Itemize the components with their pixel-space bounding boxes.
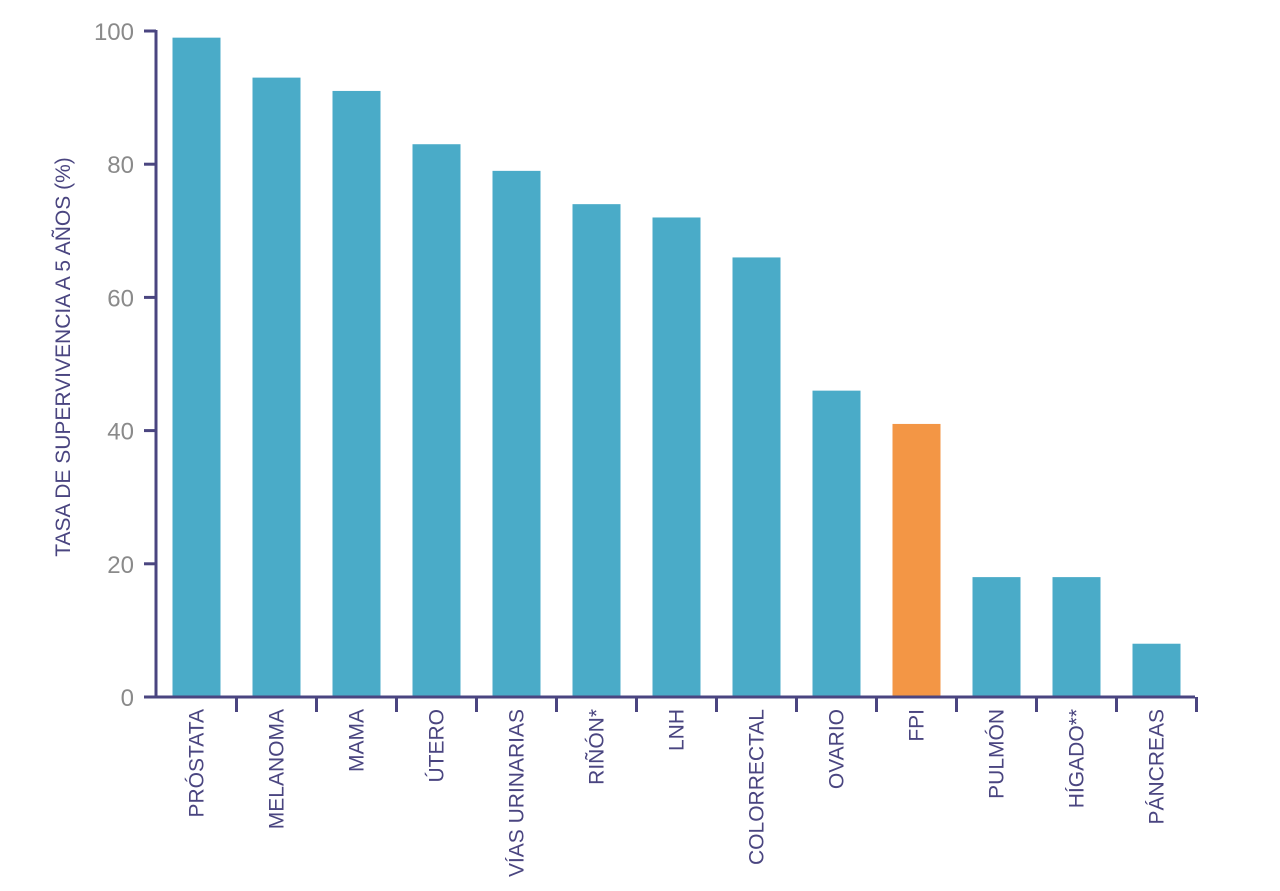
category-label: LNH [666, 709, 689, 751]
y-tick-label: 60 [107, 285, 134, 312]
y-tick-label: 100 [94, 19, 134, 46]
y-axis-ticks: 0 20 40 60 80 100 [94, 19, 156, 712]
bar [492, 170, 541, 698]
bar [1052, 577, 1101, 697]
category-label: ÚTERO [426, 709, 449, 783]
category-label: FPI [906, 709, 929, 742]
bar [732, 257, 781, 697]
bar [412, 144, 461, 698]
bar [572, 204, 621, 697]
y-tick-label: 0 [121, 685, 134, 712]
category-label: MAMA [346, 709, 369, 772]
bar [332, 90, 381, 697]
bar [252, 77, 301, 698]
y-tick-label: 80 [107, 152, 134, 179]
bars [172, 37, 1181, 698]
bar [972, 577, 1021, 697]
category-labels: PRÓSTATA MELANOMA MAMA ÚTERO VÍAS URINARIAS R… [186, 709, 1169, 877]
bar [892, 423, 941, 697]
category-label: MELANOMA [266, 709, 289, 829]
bar [172, 37, 221, 698]
category-label: PÁNCREAS [1146, 709, 1169, 825]
bar [812, 390, 861, 697]
y-tick-label: 40 [107, 419, 134, 446]
category-label: VÍAS URINARIAS [506, 709, 529, 877]
y-tick-label: 20 [107, 552, 134, 579]
bar [652, 217, 701, 698]
category-label: PULMÓN [986, 709, 1009, 799]
category-label: RIÑÓN* [585, 709, 609, 785]
category-label: HÍGADO** [1066, 709, 1089, 808]
x-axis-ticks [235, 697, 1198, 712]
bar [1132, 643, 1181, 697]
category-label: COLORRECTAL [746, 709, 769, 865]
category-label: PRÓSTATA [186, 709, 209, 818]
category-label: OVARIO [826, 709, 849, 789]
y-axis-title: TASA DE SUPERVIVENCIA A 5 AÑOS (%) [51, 157, 75, 557]
